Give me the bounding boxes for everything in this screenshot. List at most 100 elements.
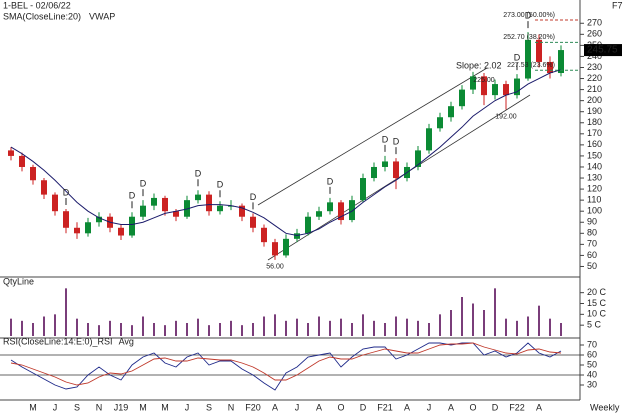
candle-body [8, 150, 14, 156]
trend-channel [257, 67, 488, 206]
volume-bar [472, 303, 474, 336]
candle-body [547, 61, 553, 74]
candle-body [162, 197, 168, 212]
event-flag: D [382, 134, 389, 144]
y-tick-label: 150 [587, 150, 602, 160]
volume-bar [197, 318, 199, 336]
volume-bar [318, 316, 320, 336]
x-tick-label: J [295, 402, 300, 412]
y-tick-label: 40 [587, 369, 597, 379]
y-tick-label: 60 [587, 349, 597, 359]
volume-bar [219, 323, 221, 336]
x-tick-label: M [139, 402, 147, 412]
legend-entry: SMA(CloseLine:20) [3, 11, 81, 21]
candle-body [239, 205, 245, 217]
point-label: 56.00 [266, 264, 284, 271]
volume-bar [439, 314, 441, 336]
candle-body [492, 84, 498, 96]
y-tick-label: 160 [587, 139, 602, 149]
event-flag: D [140, 179, 147, 189]
candle-body [448, 106, 454, 118]
event-flag: D [514, 52, 521, 62]
candle-body [338, 202, 344, 221]
period-label: Weekly [590, 402, 620, 412]
volume-bar [296, 318, 298, 336]
volume-bar [241, 325, 243, 336]
y-tick-label: 5 C [587, 320, 602, 330]
volume-bar [164, 325, 166, 336]
volume-bar [384, 323, 386, 336]
corner-label: F7 [612, 0, 623, 10]
point-label: 225.00 [473, 77, 495, 84]
volume-bar [494, 288, 496, 336]
x-tick-label: J [53, 402, 58, 412]
candle-body [85, 222, 91, 234]
candle-body [250, 216, 256, 228]
event-flag: D [217, 180, 224, 190]
event-flag: D [63, 187, 70, 197]
y-tick-label: 70 [587, 339, 597, 349]
volume-bar [87, 323, 89, 336]
volume-bar [351, 323, 353, 336]
legend-entry: _RSI [92, 336, 113, 346]
x-tick-label: S [74, 402, 80, 412]
candle-body [305, 216, 311, 234]
candle-body [129, 216, 135, 236]
y-tick-label: 90 [587, 217, 597, 227]
x-tick-label: N [228, 402, 235, 412]
volume-bar [461, 297, 463, 336]
legend-entry: Avg [119, 336, 134, 346]
y-tick-label: 60 [587, 250, 597, 260]
y-tick-label: 80 [587, 228, 597, 238]
volume-bar [54, 314, 56, 336]
volume-bar [21, 320, 23, 336]
candle-body [316, 211, 322, 217]
event-flag: D [195, 169, 202, 179]
rsi-line [10, 342, 562, 386]
x-tick-label: A [448, 402, 454, 412]
candle-body [360, 178, 366, 201]
event-flag: D [250, 192, 257, 202]
y-tick-label: 100 [587, 206, 602, 216]
volume-bar [142, 316, 144, 336]
candle-body [206, 194, 212, 212]
candle-body [459, 89, 465, 107]
candle-body [481, 76, 487, 96]
fib-label: 273.00 (50.00%) [503, 12, 555, 19]
candle-body [272, 242, 278, 256]
volume-bar [65, 288, 67, 336]
volume-bar [131, 325, 133, 336]
volume-bar [395, 316, 397, 336]
volume-bar [230, 320, 232, 336]
fib-label: 252.70 (38.20%) [503, 34, 555, 41]
legend-entry: VWAP [89, 11, 115, 21]
volume-bar [274, 314, 276, 336]
y-tick-label: 140 [587, 161, 602, 171]
x-tick-label: F20 [245, 402, 261, 412]
y-tick-label: 70 [587, 239, 597, 249]
y-tick-label: 220 [587, 73, 602, 83]
chart-title: 1-BEL - 02/06/22 [3, 0, 71, 10]
candle-body [327, 202, 333, 212]
candle-body [349, 200, 355, 221]
candle-body [558, 50, 564, 74]
volume-bar [285, 320, 287, 336]
volume-bar [120, 323, 122, 336]
y-tick-label: 170 [587, 128, 602, 138]
candle-body [173, 211, 179, 217]
volume-bar [549, 318, 551, 336]
candle-body [184, 200, 190, 217]
x-tick-label: J19 [114, 402, 129, 412]
event-flag: D [129, 191, 136, 201]
volume-bar [406, 318, 408, 336]
volume-bar [560, 323, 562, 336]
y-tick-label: 50 [587, 359, 597, 369]
event-flag: D [525, 10, 532, 20]
volume-bar [109, 320, 111, 336]
volume-bar [538, 305, 540, 336]
volume-bar [175, 320, 177, 336]
panel-title: RSI(CloseLine:14:E:0) [3, 336, 93, 346]
volume-bar [10, 318, 12, 336]
x-tick-label: O [337, 402, 344, 412]
